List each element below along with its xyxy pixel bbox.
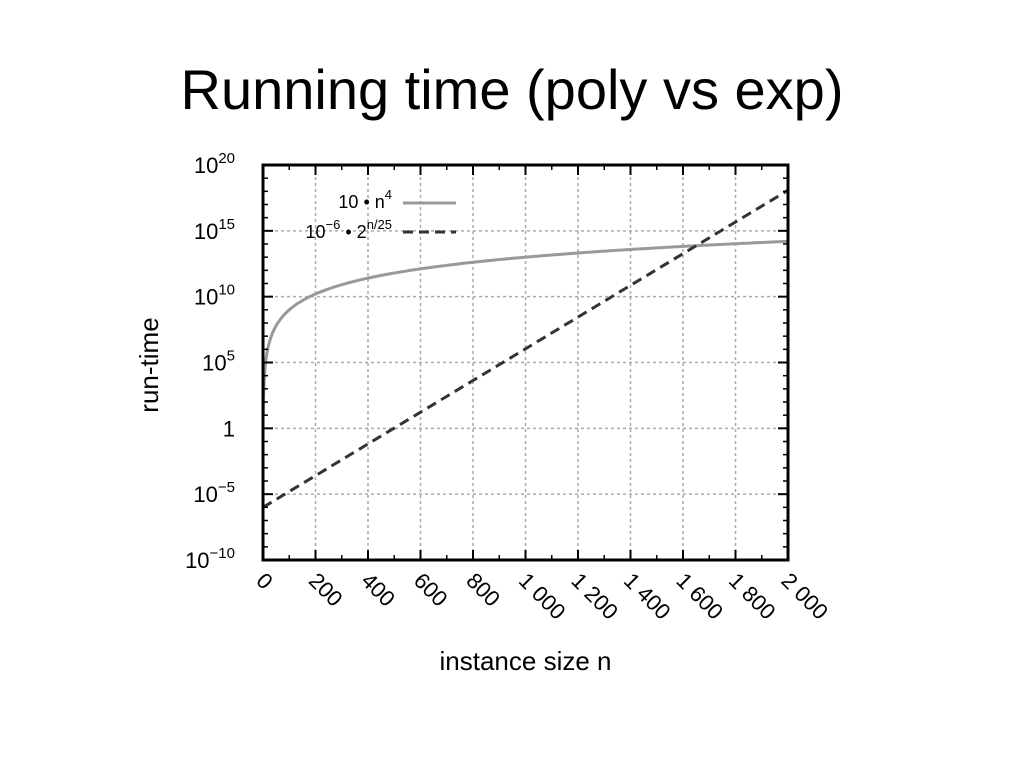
x-tick-label: 2 000 xyxy=(776,568,833,625)
y-tick-label: 105 xyxy=(202,348,235,376)
x-tick-label: 0 xyxy=(251,568,277,594)
x-tick-label: 1 400 xyxy=(619,568,676,625)
y-tick-label: 1020 xyxy=(194,150,235,178)
y-axis-label: run-time xyxy=(134,317,164,412)
x-tick-label: 1 800 xyxy=(724,568,781,625)
y-tick-label: 10−10 xyxy=(185,545,235,573)
x-axis-label: instance size n xyxy=(440,646,612,676)
legend: 10 • n4 10−6 • 2n/25 xyxy=(306,187,456,242)
y-tick-label: 1015 xyxy=(194,216,235,244)
tick-marks xyxy=(262,164,789,561)
legend-label-2: 10−6 • 2n/25 xyxy=(306,217,393,242)
y-tick-label: 1 xyxy=(223,416,235,441)
series-line-2 xyxy=(262,188,789,509)
x-tick-label: 400 xyxy=(356,568,400,612)
y-tick-label: 1010 xyxy=(194,282,235,310)
legend-label-1: 10 • n4 xyxy=(338,187,392,212)
x-tick-label: 200 xyxy=(304,568,348,612)
x-tick-label: 1 000 xyxy=(514,568,571,625)
y-tick-labels: 1020 1015 1010 105 1 10−5 10−10 xyxy=(185,150,235,573)
x-tick-label: 1 600 xyxy=(671,568,728,625)
x-tick-label: 1 200 xyxy=(566,568,623,625)
slide-title: Running time (poly vs exp) xyxy=(180,58,844,121)
x-tick-label: 600 xyxy=(409,568,453,612)
y-tick-label: 10−5 xyxy=(193,479,235,507)
x-tick-label: 800 xyxy=(461,568,505,612)
series-layer xyxy=(261,188,789,509)
series-line-1 xyxy=(261,239,789,416)
